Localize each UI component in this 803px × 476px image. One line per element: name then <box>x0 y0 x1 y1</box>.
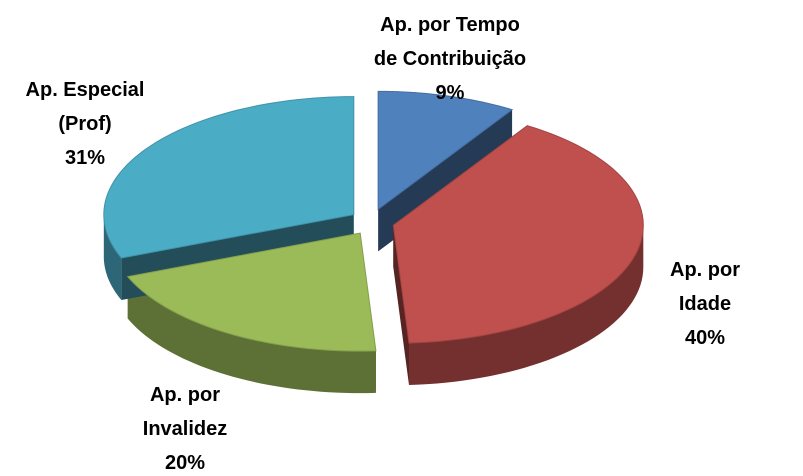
slice-label: Ap. por Tempo de Contribuição 9% <box>374 8 526 110</box>
slice-side <box>409 225 644 386</box>
slice <box>377 90 514 211</box>
slice-cut-face <box>393 225 410 386</box>
slice-label: Ap. por Invalidez 20% <box>143 378 227 476</box>
category-name: Ap. por Tempo de Contribuição <box>373 14 527 70</box>
category-name: Ap. por Invalidez <box>142 384 228 440</box>
percent-label: 20% <box>164 452 206 474</box>
slice-side <box>127 276 376 394</box>
percent-label: 31% <box>64 147 106 169</box>
slice <box>126 232 377 352</box>
percent-label: 9% <box>435 82 465 104</box>
slice-label: Ap. por Idade 40% <box>656 253 754 355</box>
slice <box>103 96 355 259</box>
slice <box>392 125 644 344</box>
slice-side <box>103 214 122 301</box>
category-name: Ap. Especial (Prof) <box>25 79 145 135</box>
slice-label: Ap. Especial (Prof) 31% <box>26 73 145 175</box>
percent-label: 40% <box>684 327 726 349</box>
category-name: Ap. por Idade <box>670 259 740 315</box>
